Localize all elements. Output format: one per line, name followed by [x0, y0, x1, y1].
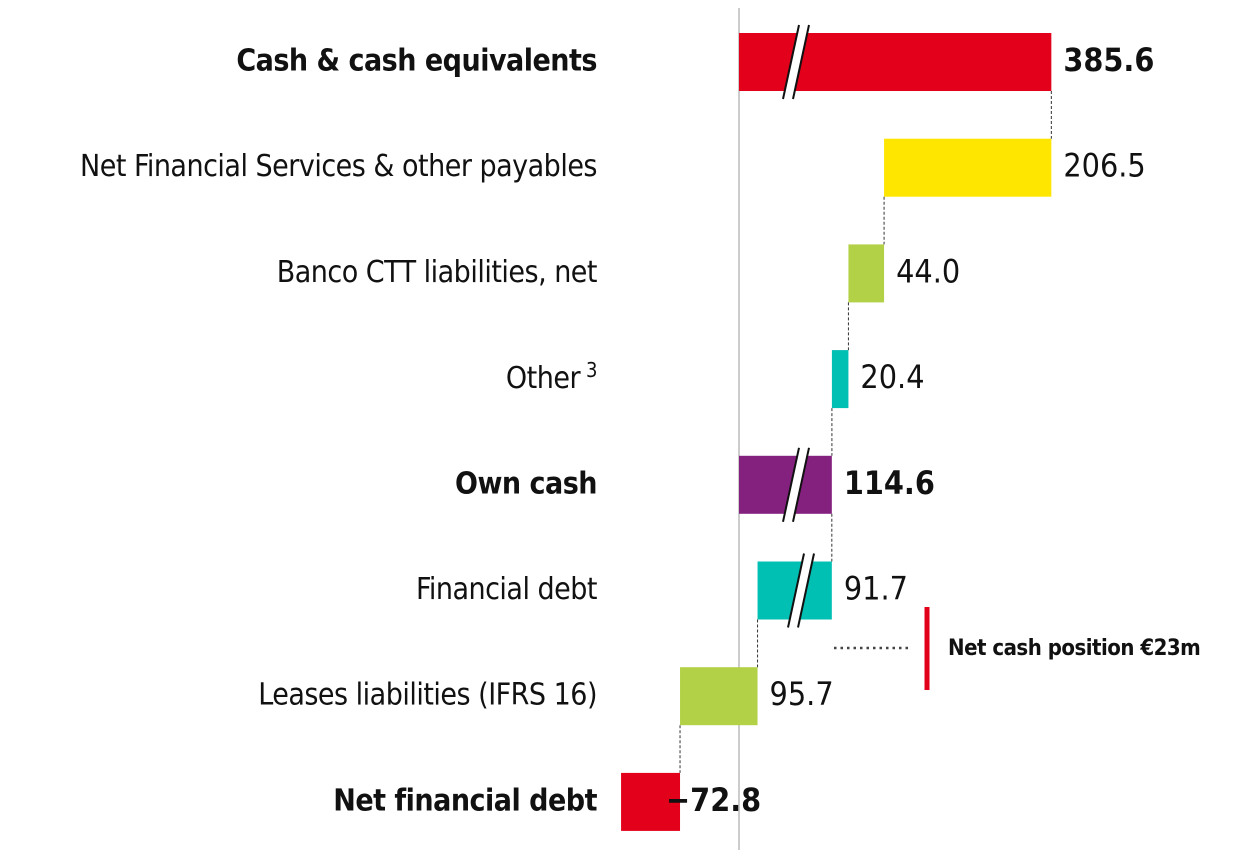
break-line: [792, 24, 810, 100]
break-line: [797, 553, 815, 628]
category-label: Own cash: [455, 466, 597, 501]
axis-break: [787, 553, 815, 628]
break-line: [782, 447, 800, 523]
break-fill: [788, 553, 814, 628]
category-label: Net Financial Services & other payables: [80, 149, 597, 184]
value-label: 114.6: [844, 464, 935, 502]
annotation-group: Net cash position €23m: [834, 607, 1201, 690]
bar: [739, 455, 832, 514]
category-label: Leases liabilities (IFRS 16): [258, 678, 597, 713]
bar: [848, 244, 885, 303]
value-label: 44.0: [896, 252, 960, 290]
annotation: Net cash position €23m: [948, 636, 1200, 661]
break-line: [787, 553, 805, 628]
category-label: Other 3: [506, 358, 597, 396]
value-label: 95.7: [770, 675, 834, 713]
break-line: [792, 447, 810, 523]
category-label: Banco CTT liabilities, net: [277, 255, 597, 290]
value-label: 91.7: [844, 570, 908, 608]
bar: [831, 350, 849, 409]
axis-break: [782, 24, 810, 100]
axis-break: [782, 447, 810, 523]
bar: [884, 138, 1052, 197]
footnote-mark: 3: [586, 358, 597, 382]
category-label: Net financial debt: [333, 783, 597, 818]
bar: [621, 772, 681, 831]
break-fill: [783, 25, 809, 99]
break-line: [782, 24, 800, 100]
category-label: Financial debt: [416, 572, 597, 607]
category-text: Other: [506, 361, 582, 396]
value-label: −72.8: [666, 781, 761, 819]
value-label: 206.5: [1063, 147, 1145, 185]
value-label: 20.4: [860, 358, 924, 396]
bar: [680, 667, 758, 726]
category-label: Cash & cash equivalents: [236, 44, 597, 79]
break-fill: [783, 447, 809, 522]
value-label: 385.6: [1063, 41, 1154, 79]
